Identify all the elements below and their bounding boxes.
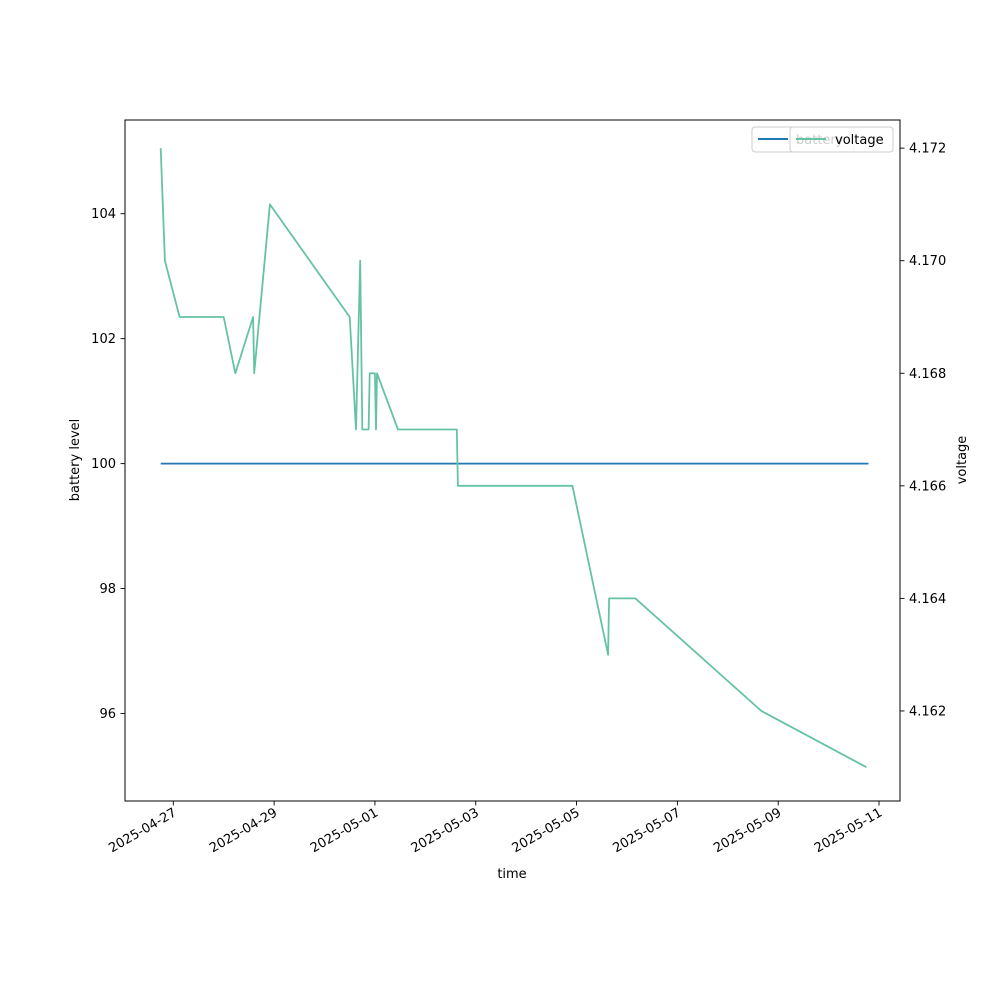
y-axis-label: battery level bbox=[68, 419, 83, 502]
legend-voltage-box bbox=[789, 126, 894, 153]
y2-tick-label: 4.170 bbox=[909, 254, 946, 269]
legend-voltage-label: voltage bbox=[835, 133, 884, 148]
plot-frame bbox=[124, 119, 901, 802]
series-line-voltage bbox=[159, 148, 867, 768]
y2-tick-label: 4.162 bbox=[909, 704, 946, 719]
y-tick-label: 98 bbox=[99, 582, 116, 597]
y-tick-label: 100 bbox=[91, 457, 116, 472]
y-tick-label: 96 bbox=[99, 707, 116, 722]
x-axis-label: time bbox=[497, 867, 526, 882]
legend-voltage: voltage bbox=[789, 126, 894, 153]
series-layer bbox=[159, 148, 869, 768]
y-tick-label: 102 bbox=[91, 332, 116, 347]
y2-tick-label: 4.172 bbox=[909, 142, 946, 157]
y-axis-right: 4.162 4.164 4.166 4.168 4.170 4.172 bbox=[900, 142, 946, 719]
y2-tick-label: 4.168 bbox=[909, 367, 946, 382]
y2-tick-label: 4.166 bbox=[909, 479, 946, 494]
y2-axis-label: voltage bbox=[955, 436, 970, 485]
y2-tick-label: 4.164 bbox=[909, 592, 946, 607]
y-axis-left: 96 98 100 102 104 bbox=[91, 207, 125, 722]
y-tick-label: 104 bbox=[91, 207, 116, 222]
